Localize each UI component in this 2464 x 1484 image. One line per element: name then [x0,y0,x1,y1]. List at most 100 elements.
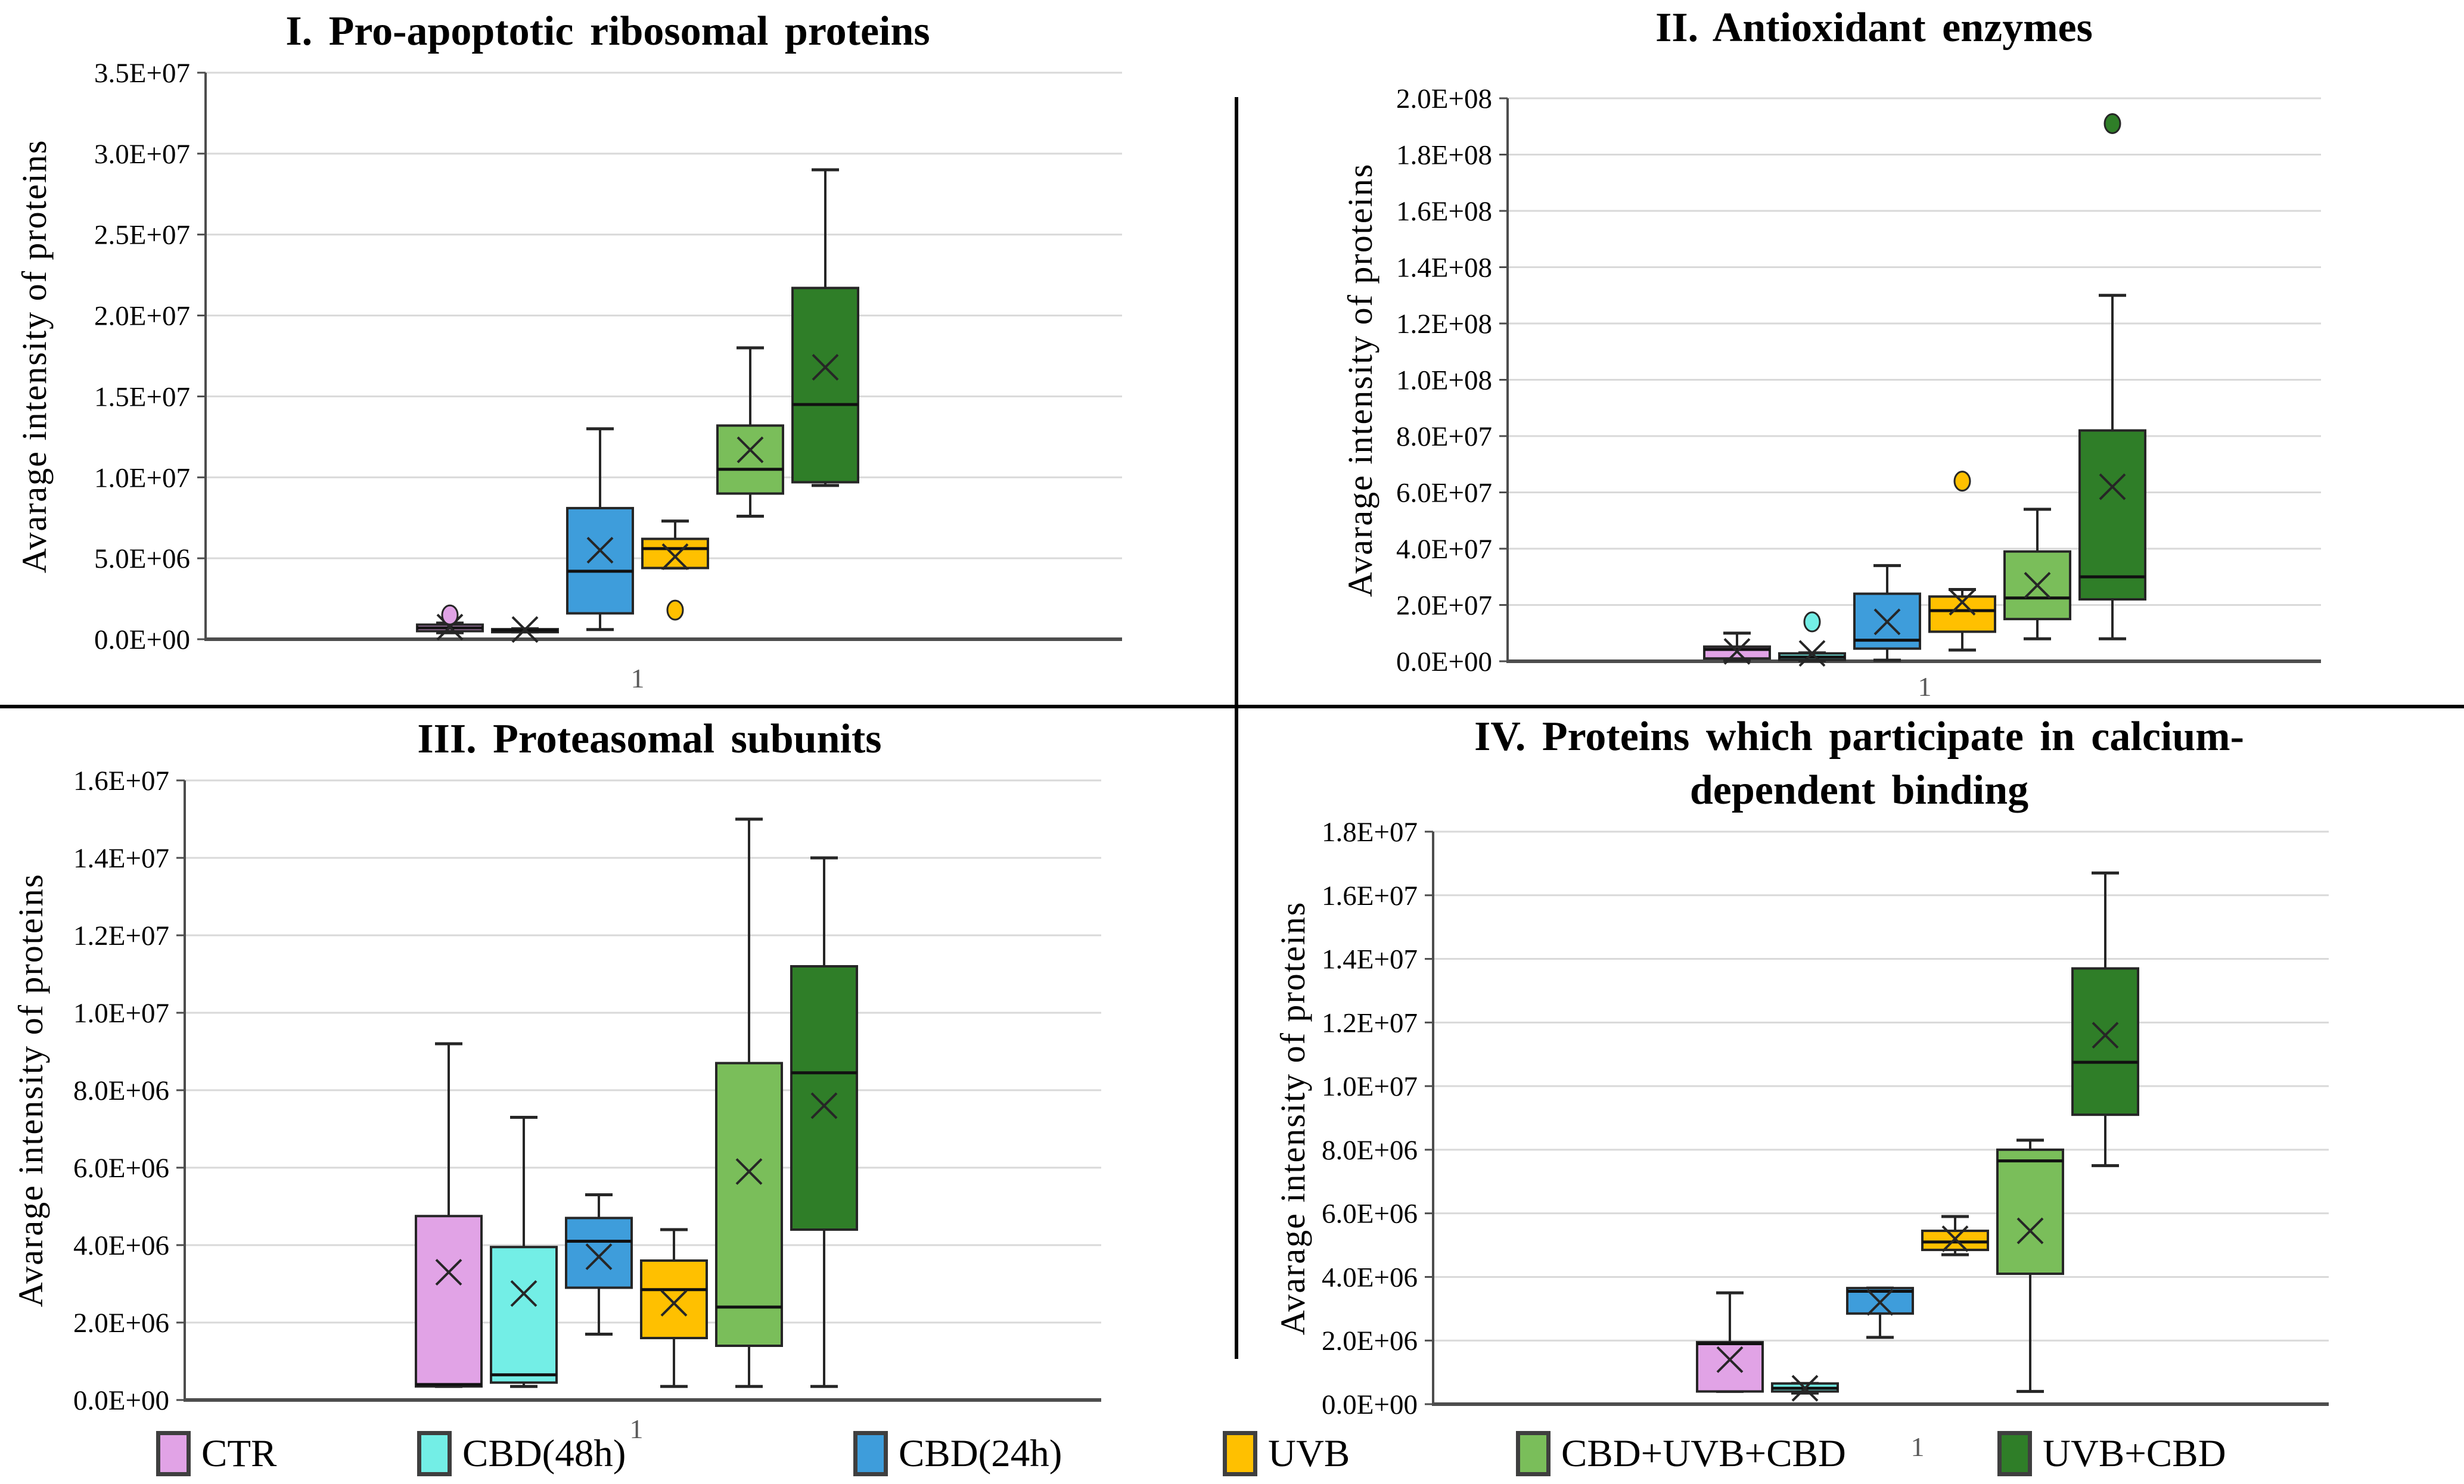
legend-swatch-uvb [1223,1431,1257,1476]
y-tick-label: 4.0E+06 [73,1230,169,1261]
box-uvb [1928,471,1996,652]
box-uvb-cbd [2071,871,2139,1168]
legend-item-uvb: UVB [1223,1431,1350,1476]
y-tick-label: 4.0E+07 [1396,534,1492,565]
legend-label: CTR [201,1432,277,1475]
box-ctr [1703,631,1771,665]
panel-title-1: I. Pro-apoptotic ribosomal proteins [285,8,930,54]
box-cbd-24h [566,427,634,631]
x-tick-label: 1 [1918,671,1932,702]
outlier-point [441,604,459,626]
horizontal-divider [0,705,2464,708]
panel-II: 0.0E+00 2.0E+07 4.0E+07 6.0E+07 8.0E+07 1.0E+… [1396,83,2321,702]
panel-I: 0.0E+00 5.0E+06 1.0E+07 1.5E+07 2.0E+07 2.5E+… [94,58,1122,693]
y-tick-label: 2.0E+07 [94,301,190,332]
y-tick-label: 6.0E+07 [1396,478,1492,509]
y-tick-label: 1.2E+08 [1396,309,1492,340]
y-tick-label: 8.0E+06 [1322,1135,1418,1166]
x-tick-label: 1 [630,1414,644,1444]
box-uvb-cbd [790,856,858,1388]
y-tick-label: 1.4E+07 [1322,944,1418,975]
box-cbd-uvb-cbd [1996,1138,2064,1393]
y-tick-label: 3.0E+07 [94,139,190,170]
legend-swatch-cbd-uvb-cbd [1516,1431,1551,1476]
y-tick-label: 1.5E+07 [94,381,190,412]
box-cbd-24h [1846,1286,1914,1339]
panel-title-3: III. Proteasomal subunits [417,716,882,762]
y-tick-label: 8.0E+07 [1396,421,1492,452]
panel-title-2: II. Antioxidant enzymes [1655,5,2093,51]
y-tick-label: 1.6E+07 [73,766,169,797]
y-tick-label: 0.0E+00 [94,624,190,655]
y-tick-label: 8.0E+06 [73,1075,169,1106]
y-tick-label: 0.0E+00 [73,1385,169,1416]
y-tick-label: 1.0E+07 [94,462,190,493]
y-tick-label: 2.5E+07 [94,220,190,251]
x-tick-label: 1 [631,663,645,693]
y-tick-label: 1.6E+08 [1396,196,1492,227]
legend-item-uvb-cbd: UVB+CBD [1997,1431,2226,1476]
box-uvb-cbd [2078,113,2146,640]
y-tick-label: 1.0E+07 [73,998,169,1029]
y-axis-label-2: Avarage intensity of proteins [1341,163,1379,598]
legend-label: CBD+UVB+CBD [1561,1432,1846,1475]
outlier-point [666,599,684,621]
box-cbd-48h [1771,1374,1839,1402]
y-tick-label: 1.2E+07 [1322,1007,1418,1038]
box-cbd-48h [490,1116,558,1388]
y-tick-label: 2.0E+08 [1396,83,1492,114]
legend-item-cbd-24h: CBD(24h) [853,1431,1062,1476]
y-tick-label: 3.5E+07 [94,58,190,89]
panel-III: 0.0E+00 2.0E+06 4.0E+06 6.0E+06 8.0E+06 1.0E+… [73,766,1101,1444]
box-ctr [416,604,484,641]
panel-IV: 0.0E+00 2.0E+06 4.0E+06 6.0E+06 8.0E+06 1.0E+… [1322,817,2329,1462]
y-tick-label: 5.0E+06 [94,543,190,574]
box-cbd-24h [1853,564,1921,662]
panel-title-4: IV. Proteins which participate in calciu… [1474,714,2244,813]
y-tick-label: 2.0E+06 [1322,1326,1418,1357]
y-axis-label-1: Avarage intensity of proteins [15,139,54,574]
legend-label: UVB+CBD [2043,1432,2226,1475]
outlier-point [2103,113,2121,135]
y-tick-label: 2.0E+06 [73,1308,169,1339]
vertical-divider [1235,97,1238,1359]
outlier-point [1953,471,1971,492]
box-cbd-uvb-cbd [715,817,783,1388]
y-tick-label: 1.0E+08 [1396,365,1492,396]
y-tick-label: 6.0E+06 [73,1153,169,1184]
y-tick-label: 1.8E+08 [1396,140,1492,171]
y-tick-label: 2.0E+07 [1396,590,1492,621]
legend-swatch-ctr [156,1431,191,1476]
y-axis-label-4: Avarage intensity of proteins [1273,901,1312,1336]
legend-swatch-cbd-24h [853,1431,888,1476]
box-uvb [640,1228,708,1388]
outlier-point [1803,611,1821,633]
legend-item-cbd-48h: CBD(48h) [417,1431,626,1476]
legend-label: CBD(24h) [899,1432,1062,1475]
box-cbd-uvb-cbd [716,346,784,518]
y-axis-label-3: Avarage intensity of proteins [11,873,50,1308]
y-tick-label: 1.6E+07 [1322,881,1418,911]
y-tick-label: 1.8E+07 [1322,817,1418,848]
box-cbd-24h [565,1193,633,1336]
y-tick-label: 0.0E+00 [1396,646,1492,677]
box-cbd-48h [491,616,559,643]
y-tick-label: 0.0E+00 [1322,1389,1418,1420]
legend-label: CBD(48h) [462,1432,626,1475]
y-tick-label: 1.4E+07 [73,843,169,874]
y-tick-label: 1.2E+07 [73,920,169,951]
x-tick-label: 1 [1911,1432,1925,1462]
legend-label: UVB [1268,1432,1350,1475]
legend: CTR CBD(48h) CBD(24h) UVB CBD+UVB+CBD UVB+CBD [0,1431,2464,1479]
legend-swatch-uvb-cbd [1997,1431,2032,1476]
box-ctr [1696,1291,1764,1393]
box-uvb [1921,1215,1989,1256]
legend-item-cbd-uvb-cbd: CBD+UVB+CBD [1516,1431,1846,1476]
legend-item-ctr: CTR [156,1431,276,1476]
y-tick-label: 4.0E+06 [1322,1262,1418,1293]
box-ctr [415,1042,483,1388]
y-tick-label: 1.4E+08 [1396,253,1492,284]
legend-swatch-cbd-48h [417,1431,452,1476]
